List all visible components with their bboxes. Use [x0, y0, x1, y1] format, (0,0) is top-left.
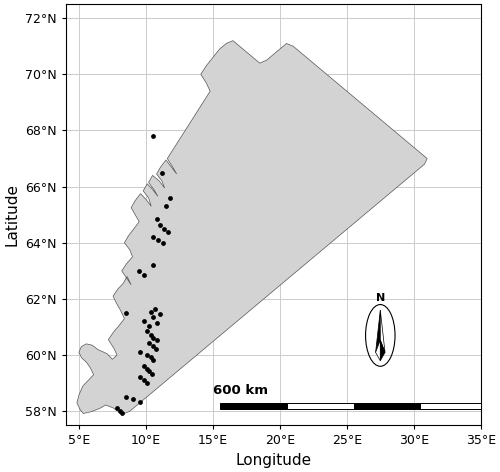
Text: N: N [376, 293, 385, 303]
Bar [220, 403, 286, 409]
Bar [286, 403, 354, 409]
Point [122, 309, 130, 317]
Point [145, 339, 153, 347]
Point [148, 132, 156, 140]
Polygon shape [376, 310, 380, 353]
Point [129, 396, 137, 403]
Point [136, 373, 144, 381]
Point [145, 368, 153, 375]
Point [136, 348, 144, 355]
Y-axis label: Latitude: Latitude [4, 183, 19, 246]
Point [154, 319, 162, 327]
Point [149, 334, 157, 341]
Point [166, 194, 174, 202]
Point [146, 331, 154, 338]
Point [135, 267, 143, 275]
Text: 600 km: 600 km [213, 384, 268, 397]
Point [142, 351, 150, 358]
Polygon shape [77, 41, 427, 414]
Point [140, 362, 148, 370]
Point [164, 228, 172, 236]
Point [156, 221, 164, 228]
Point [160, 225, 168, 233]
Point [146, 354, 154, 361]
Point [113, 404, 121, 412]
Point [140, 271, 148, 279]
Point [152, 215, 160, 223]
Point [154, 337, 162, 344]
Point [118, 410, 126, 417]
Point [122, 393, 130, 400]
Point [142, 379, 150, 387]
Polygon shape [380, 310, 385, 353]
Point [158, 239, 166, 246]
Point [154, 236, 162, 244]
Bar [354, 403, 420, 409]
Point [142, 365, 150, 372]
Point [149, 261, 157, 269]
Point [149, 233, 157, 241]
Point [150, 305, 158, 312]
Point [136, 398, 144, 406]
Point [149, 356, 157, 364]
X-axis label: Longitude: Longitude [235, 453, 311, 468]
Bar [420, 403, 481, 409]
Point [148, 371, 156, 378]
Point [144, 322, 152, 329]
Point [162, 202, 170, 210]
Point [152, 345, 160, 353]
Point [158, 169, 166, 177]
Point [116, 407, 124, 414]
Point [142, 328, 150, 335]
Point [140, 376, 148, 384]
Point [146, 308, 154, 315]
Point [149, 313, 157, 321]
Polygon shape [380, 340, 385, 361]
Point [140, 318, 148, 325]
Polygon shape [376, 340, 380, 361]
Point [149, 342, 157, 350]
Point [156, 311, 164, 318]
